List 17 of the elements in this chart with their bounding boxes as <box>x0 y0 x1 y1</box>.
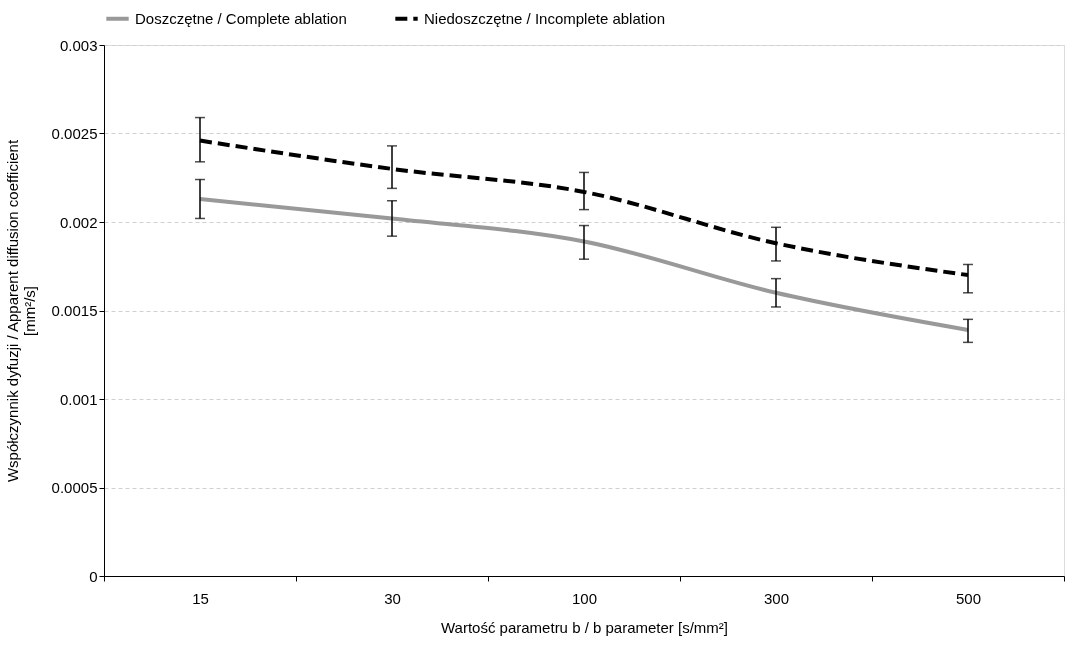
x-axis-title: Wartość parametru b / b parameter [s/mm²] <box>440 618 729 636</box>
legend-label: Doszczętne / Complete ablation <box>135 9 347 27</box>
y-tick-label: 0 <box>89 567 98 585</box>
x-tick-label: 30 <box>384 589 401 607</box>
x-tick-label: 300 <box>763 589 790 607</box>
y-tick-label: 0.001 <box>59 390 98 408</box>
y-tick-label: 0.002 <box>59 213 98 231</box>
x-tick-label: 500 <box>955 589 982 607</box>
x-tick-label: 15 <box>192 589 209 607</box>
y-axis-title: Współczynnik dyfuzji / Apparent diffusion coefficient [mm²/s] <box>3 139 38 483</box>
line-series <box>198 196 970 332</box>
y-tick-label: 0.0025 <box>51 125 98 142</box>
legend-label: Niedoszczętne / Incomplete ablation <box>424 9 665 27</box>
y-tick-label: 0.0005 <box>51 479 98 496</box>
y-tick-label: 0.0015 <box>51 302 98 319</box>
x-tick-label: 100 <box>571 589 598 607</box>
y-tick-label: 0.003 <box>59 36 98 54</box>
